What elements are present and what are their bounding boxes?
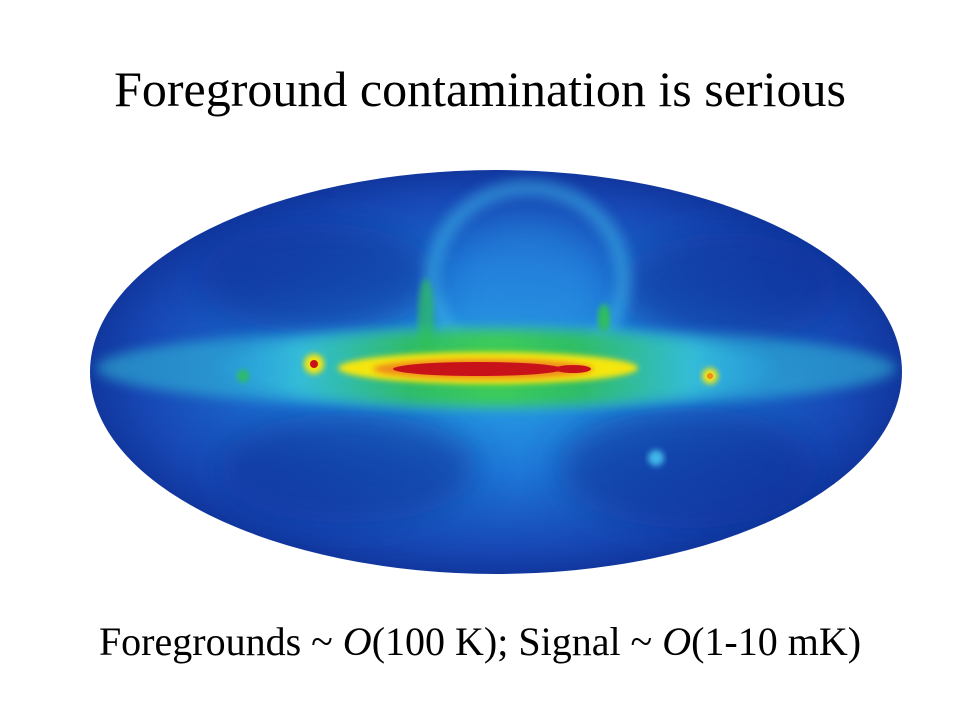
- caption-order-symbol-1: O: [342, 619, 372, 664]
- sky-map: [88, 168, 904, 576]
- sky-map-graphic: [90, 170, 902, 574]
- caption-part2: (100 K); Signal ~: [371, 619, 663, 664]
- slide-title: Foreground contamination is serious: [114, 61, 846, 117]
- caption: Foregrounds ~ O(100 K); Signal ~ O(1-10 …: [0, 618, 960, 665]
- caption-part3: (1-10 mK): [691, 619, 862, 664]
- caption-part1: Foregrounds ~: [98, 619, 343, 664]
- caption-order-symbol-2: O: [662, 619, 692, 664]
